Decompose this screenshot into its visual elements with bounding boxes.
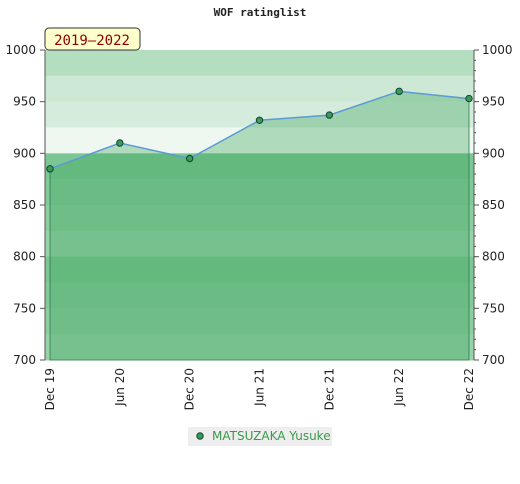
y-tick-label: 950 [13, 95, 36, 109]
band [45, 205, 474, 232]
x-tick-label: Jun 20 [113, 368, 127, 407]
y-tick-label: 900 [13, 146, 36, 160]
background [45, 50, 474, 361]
chart-title: WOF ratinglist [214, 6, 307, 19]
x-tick-label: Dec 19 [43, 368, 57, 410]
y2-tick-label: 850 [482, 198, 505, 212]
y2-tick-label: 750 [482, 301, 505, 315]
plot [46, 87, 473, 361]
point [185, 154, 194, 163]
y2-tick-label: 950 [482, 95, 505, 109]
x-tick-label: Dec 22 [462, 368, 476, 410]
y2-tick-label: 1000 [482, 43, 513, 57]
band [45, 256, 474, 283]
point [465, 94, 473, 103]
band [45, 50, 474, 77]
y2-tick-label: 700 [482, 353, 505, 367]
band [45, 75, 474, 103]
y-tick-label: 1000 [5, 43, 36, 57]
band [45, 127, 474, 154]
y2-tick-label: 800 [482, 250, 505, 264]
x-tick-label: Jun 21 [253, 368, 267, 407]
point [46, 165, 54, 173]
badge: 2019–2022 [54, 33, 130, 49]
point [325, 111, 334, 119]
band [45, 334, 474, 361]
badge-box [44, 27, 141, 51]
legend [188, 427, 332, 446]
point [395, 87, 403, 96]
y2-tick-label: 900 [482, 146, 505, 160]
y-tick-label: 850 [13, 198, 36, 212]
band [45, 179, 474, 206]
x-tick-label: Dec 21 [322, 368, 336, 410]
x-tick-label: Dec 20 [183, 368, 197, 410]
band [45, 153, 474, 180]
point [255, 116, 264, 124]
y-tick-label: 800 [13, 250, 36, 264]
legend-label: MATSUZAKA Yusuke [212, 429, 331, 443]
band [45, 230, 474, 258]
point [116, 139, 124, 147]
band [45, 308, 474, 335]
x-tick-label: Jun 22 [392, 368, 406, 407]
y-tick-label: 750 [13, 301, 36, 315]
y-tick-label: 700 [13, 353, 36, 367]
band [45, 282, 474, 309]
legend-marker [196, 432, 204, 440]
